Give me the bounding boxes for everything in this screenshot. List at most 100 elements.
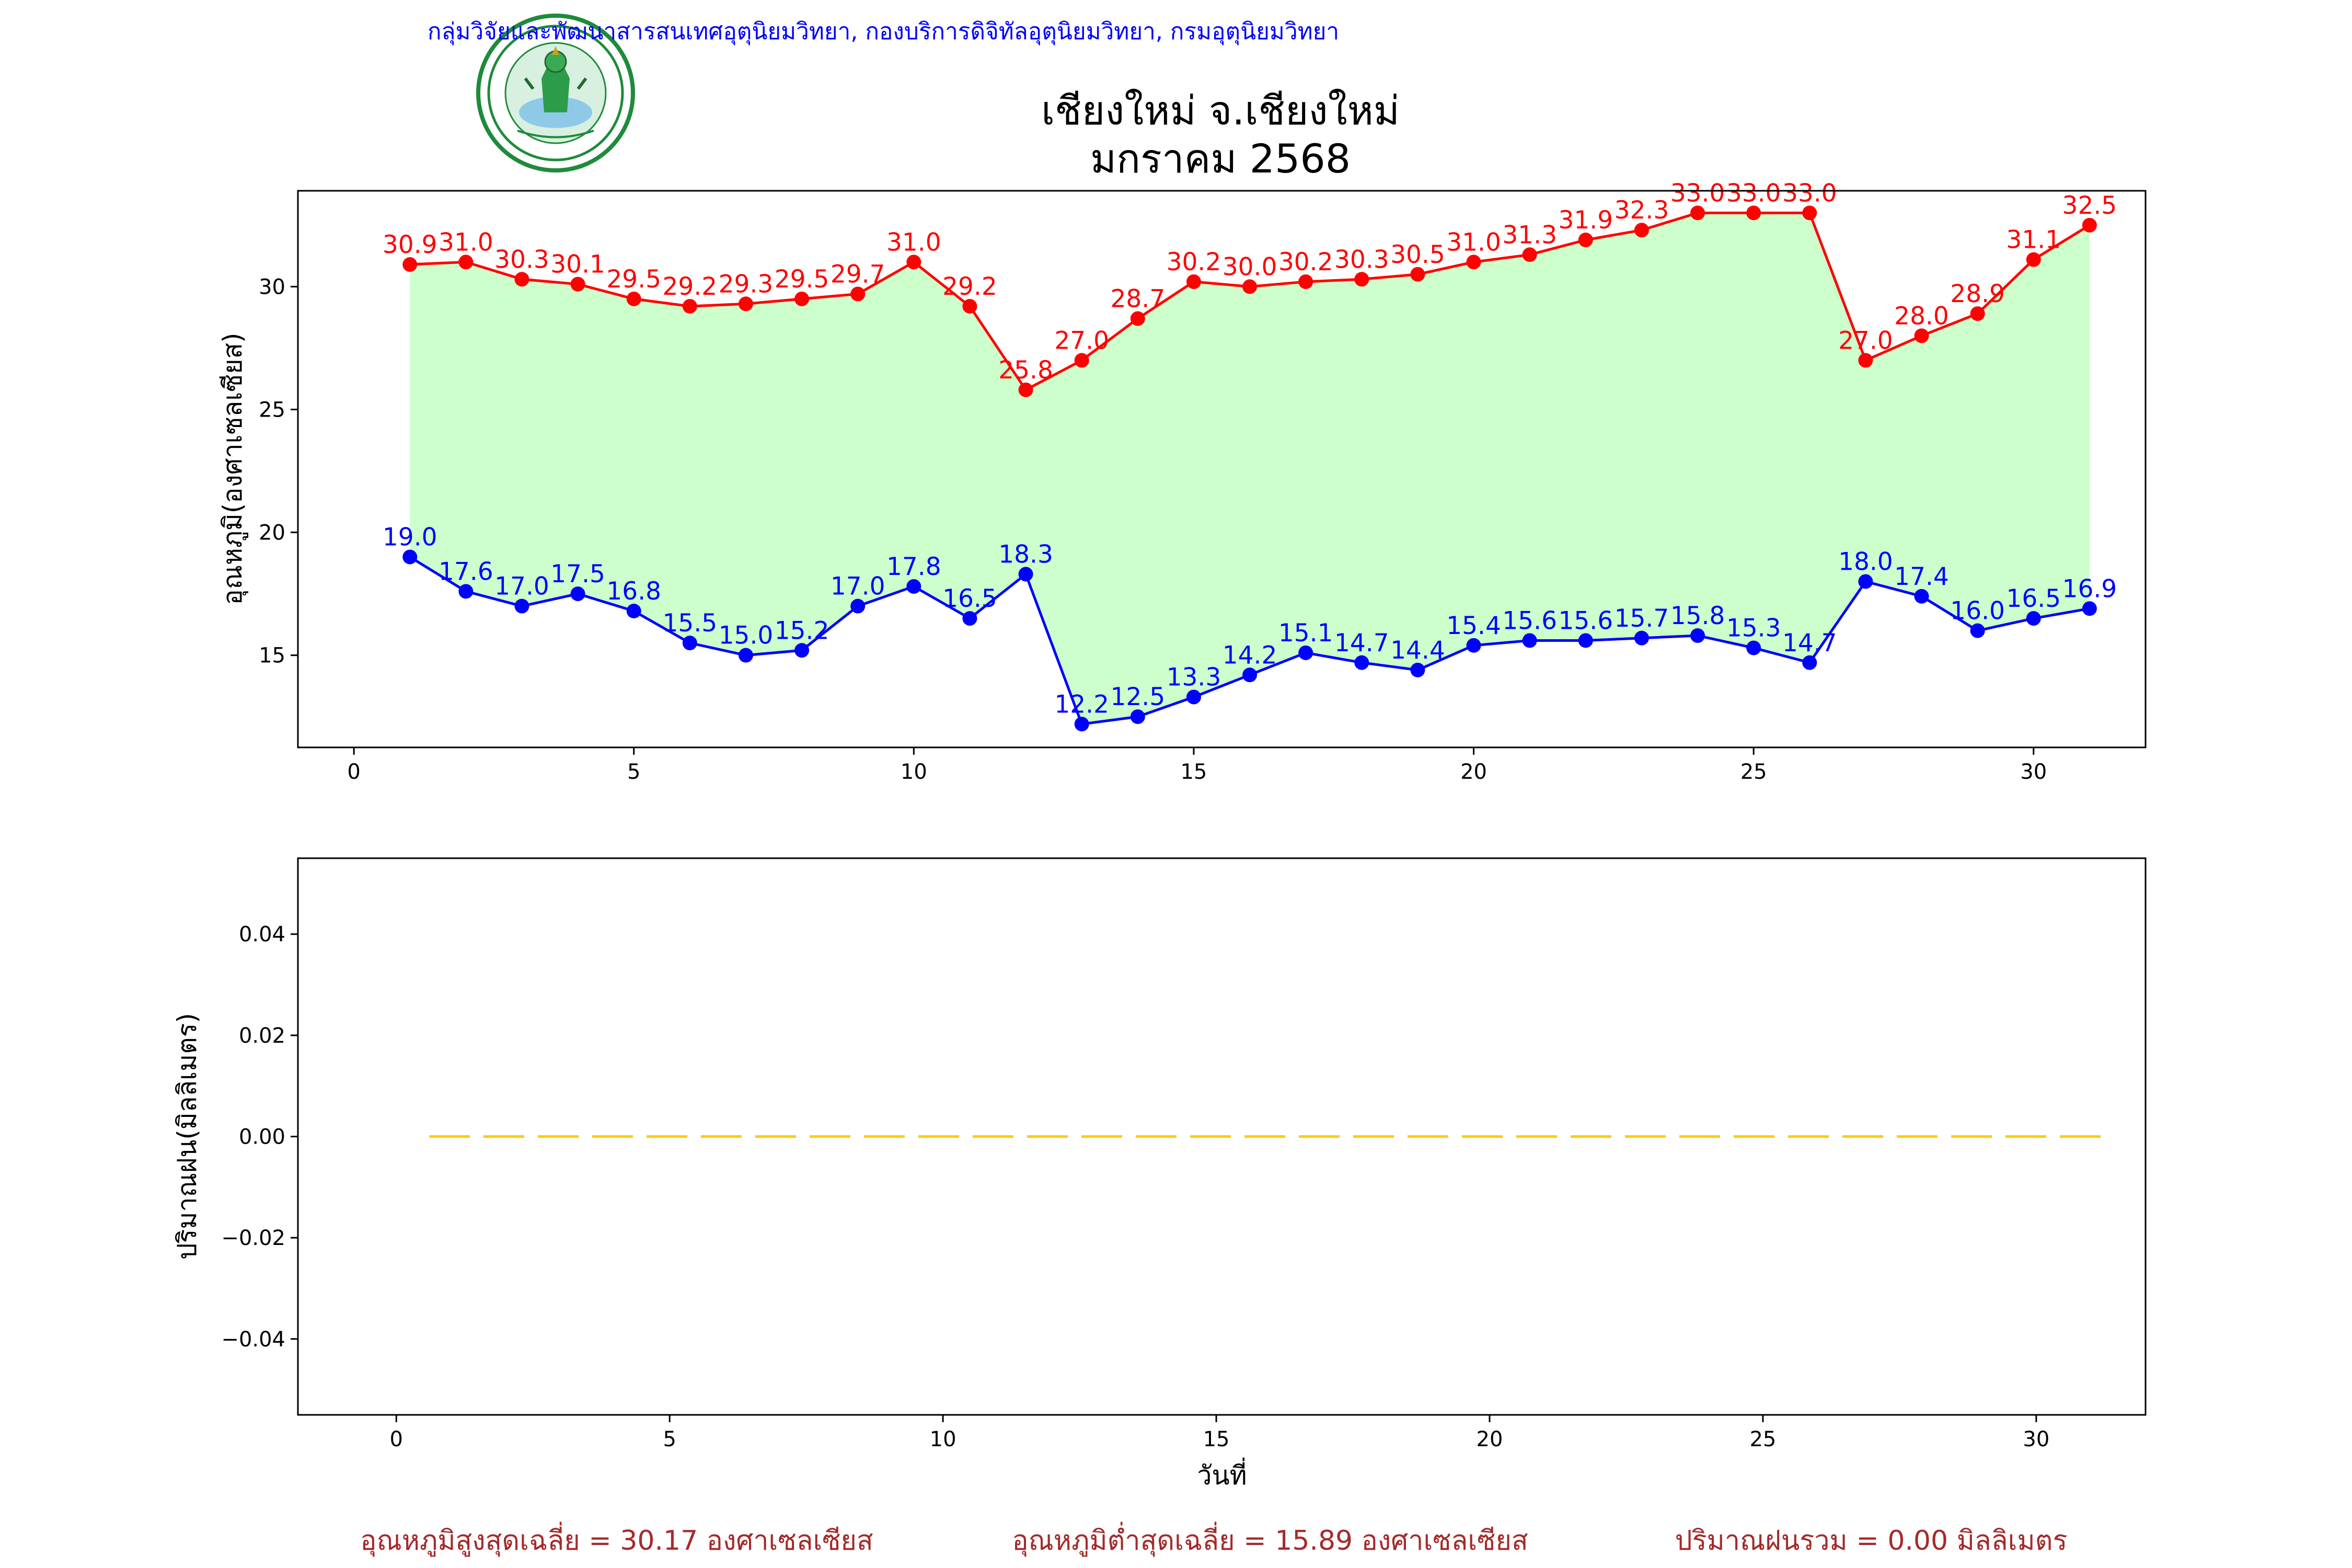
min-temperature-point (962, 611, 977, 626)
max-temperature-point (1354, 272, 1369, 287)
min-temperature-point (1802, 655, 1817, 670)
max-temperature-point (1746, 205, 1761, 221)
max-temperature-data-label: 30.3 (494, 245, 549, 274)
min-temperature-data-label: 16.5 (2006, 584, 2061, 613)
max-temperature-point (850, 286, 866, 302)
min-temperature-data-label: 17.4 (1894, 562, 1949, 591)
min-temperature-data-label: 15.2 (775, 616, 829, 645)
y-tick-label: 20 (259, 521, 285, 545)
max-temperature-data-label: 25.8 (998, 356, 1053, 385)
min-temperature-point (1242, 667, 1258, 683)
min-temperature-data-label: 15.5 (663, 609, 718, 638)
min-temperature-data-label: 15.8 (1670, 602, 1725, 630)
temperature-lines-layer (402, 205, 2097, 732)
min-temperature-data-label: 15.3 (1726, 614, 1781, 643)
max-temperature-data-label: 31.9 (1558, 206, 1613, 235)
min-temperature-point (1634, 630, 1649, 645)
max-temperature-data-label: 29.5 (606, 265, 661, 294)
min-temperature-data-label: 15.7 (1615, 604, 1669, 633)
min-temperature-data-label: 17.8 (886, 552, 941, 581)
max-temperature-point (1522, 247, 1537, 262)
min-temperature-data-label: 17.5 (550, 560, 605, 589)
min-temperature-point (850, 598, 866, 614)
min-temperature-data-label: 12.2 (1054, 690, 1109, 719)
min-temperature-data-label: 18.3 (998, 540, 1053, 569)
max-temperature-data-label: 31.1 (2006, 226, 2061, 255)
organization-line: กลุ่มวิจัยและพัฒนาสารสนเทศอุตุนิยมวิทยา,… (428, 18, 1339, 45)
meteorological-department-logo (476, 14, 635, 172)
max-temperature-data-label: 30.0 (1223, 252, 1277, 281)
max-temperature-point (1186, 274, 1201, 289)
x-tick-label: 25 (1749, 1427, 1776, 1451)
y-tick-label: 0.00 (239, 1125, 285, 1149)
max-temperature-data-label: 31.0 (886, 228, 941, 257)
x-tick-label: 25 (1740, 760, 1767, 784)
max-temperature-data-label: 27.0 (1054, 326, 1109, 355)
min-temperature-data-label: 14.7 (1334, 629, 1389, 658)
min-temperature-point (1018, 567, 1033, 582)
max-temperature-point (794, 291, 810, 306)
min-temperature-point (1186, 689, 1201, 705)
min-temperature-data-label: 17.6 (439, 557, 493, 586)
y-tick-label: −0.04 (221, 1328, 285, 1352)
max-temperature-point (458, 255, 474, 270)
min-temperature-point (1466, 638, 1481, 653)
min-temperature-data-label: 16.9 (2062, 574, 2117, 603)
max-temperature-point (1130, 311, 1145, 326)
max-temperature-data-label: 30.9 (383, 230, 437, 259)
temperature-x-axis: 0 5 10 15 20 25 30 (347, 747, 2047, 784)
max-temperature-point (906, 255, 921, 270)
max-temperature-point (682, 298, 697, 314)
x-tick-label: 5 (663, 1427, 676, 1451)
x-tick-label: 20 (1477, 1427, 1503, 1451)
min-temperature-data-label: 19.0 (383, 523, 437, 552)
max-temperature-point (738, 296, 753, 312)
y-tick-label: −0.02 (221, 1226, 285, 1250)
min-temperature-data-label: 15.0 (719, 621, 774, 650)
x-tick-label: 30 (2020, 760, 2047, 784)
max-temperature-point (1970, 306, 1985, 321)
max-temperature-data-label: 30.5 (1390, 240, 1445, 269)
max-temperature-data-label: 28.9 (1950, 280, 2005, 308)
max-temperature-point (1914, 328, 1929, 343)
temperature-panel: 30.9 31.030.3 30.129.5 29.2 29.3 29.5 29.731.0… (217, 179, 2147, 784)
max-temperature-point (1690, 205, 1705, 221)
min-temperature-data-label: 17.0 (831, 572, 885, 601)
max-temperature-point (1074, 353, 1089, 368)
min-temperature-data-label: 14.7 (1782, 629, 1837, 658)
max-temperature-point (1466, 255, 1481, 270)
max-temperature-point (1298, 274, 1313, 289)
max-temperature-data-label: 32.5 (2062, 191, 2117, 220)
rainfall-y-axis: 0.04 0.02 0.00 −0.02 −0.04 (221, 923, 298, 1352)
temperature-y-axis-label: อุณหภูมิ(องศาเซลเซียส) (217, 332, 248, 605)
min-temperature-point (1858, 574, 1873, 589)
min-temperature-data-label: 12.5 (1110, 683, 1165, 711)
min-temperature-point (402, 549, 418, 564)
x-tick-label: 0 (347, 760, 360, 784)
max-temperature-data-label: 30.3 (1334, 245, 1389, 274)
min-temperature-data-label: 15.6 (1558, 606, 1613, 635)
min-temperature-point (738, 648, 753, 663)
min-temperature-point (682, 636, 697, 651)
max-temperature-data-label: 29.5 (775, 265, 829, 294)
min-temperature-point (570, 586, 585, 602)
min-temperature-data-label: 14.4 (1390, 636, 1445, 665)
max-temperature-data-label: 29.3 (719, 270, 774, 298)
min-temperature-point (1746, 640, 1761, 655)
temperature-range-fill-layer (410, 213, 2090, 724)
x-tick-label: 30 (2023, 1427, 2049, 1451)
y-tick-label: 30 (259, 275, 285, 299)
x-tick-label: 0 (390, 1427, 403, 1451)
min-temperature-point (1298, 645, 1313, 660)
total-rainfall: ปริมาณฝนรวม = 0.00 มิลลิเมตร (1675, 1525, 2068, 1557)
max-temperature-data-label: 30.1 (550, 250, 605, 279)
min-temperature-data-label: 18.0 (1838, 548, 1893, 577)
y-tick-label: 15 (259, 644, 285, 668)
max-temperature-data-label: 31.3 (1502, 221, 1557, 249)
min-temperature-data-label: 15.1 (1278, 619, 1333, 648)
max-temperature-data-label: 29.7 (831, 260, 885, 289)
min-temperature-data-label: 14.2 (1223, 641, 1277, 670)
min-temperature-point (514, 598, 529, 614)
max-temperature-point (1018, 382, 1033, 397)
max-temperature-data-label: 29.2 (663, 272, 718, 301)
